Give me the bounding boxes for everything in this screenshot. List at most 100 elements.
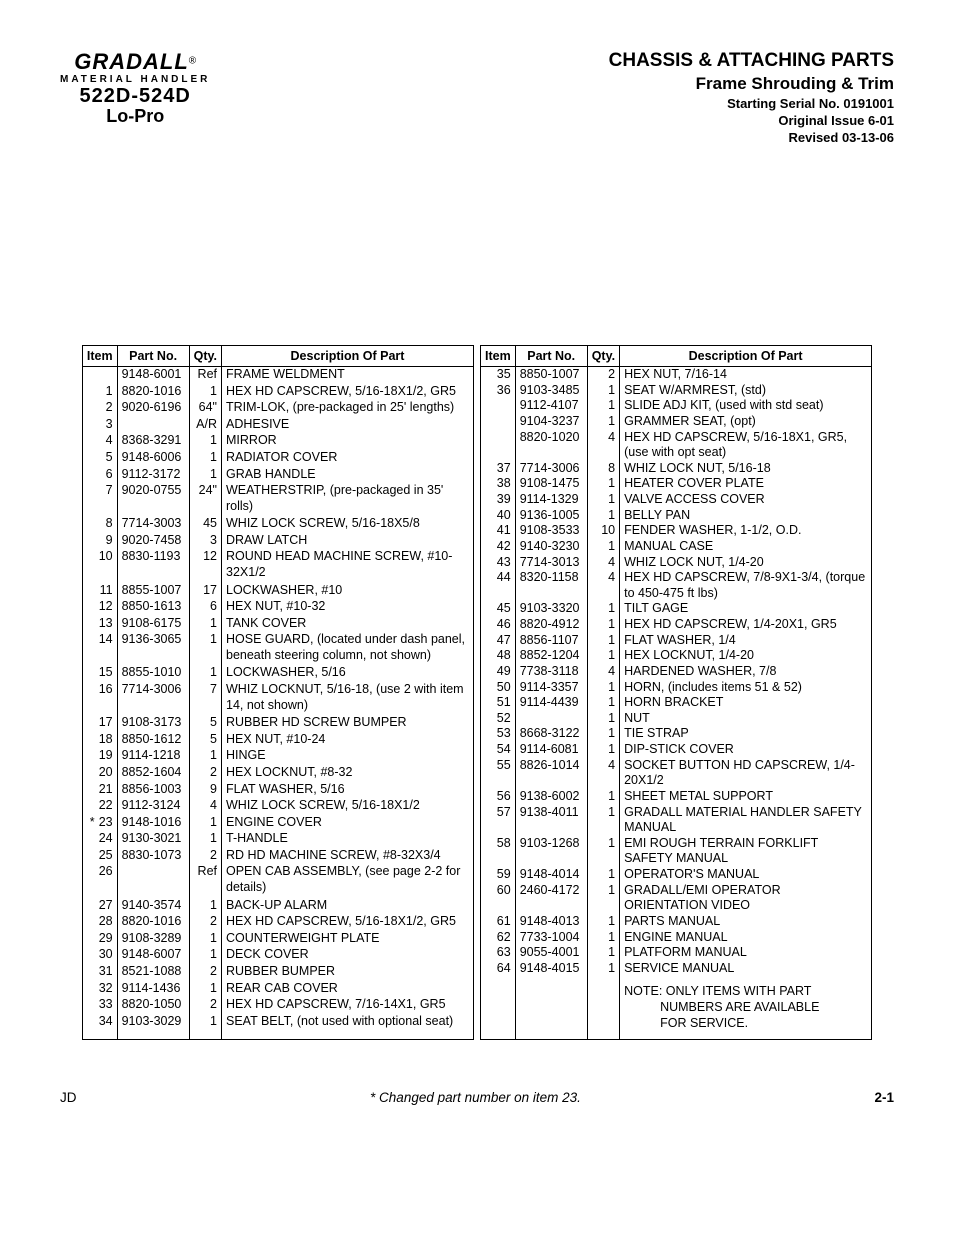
cell-desc: HEX NUT, 7/16-14: [620, 367, 872, 383]
logo-main: GRADALL®: [60, 50, 210, 74]
cell-part: 9148-4014: [515, 867, 587, 883]
cell-desc: HEX HD CAPSCREW, 7/16-14X1, GR5: [222, 997, 474, 1014]
cell-desc: HEX HD CAPSCREW, 7/8-9X1-3/4, (torque to…: [620, 570, 872, 601]
cell-item: *23: [82, 815, 117, 832]
cell-item: 26: [82, 864, 117, 897]
table-row: 409136-10051BELLY PAN: [481, 508, 872, 524]
table-row: 468820-49121HEX HD CAPSCREW, 1/4-20X1, G…: [481, 617, 872, 633]
cell-qty: 1: [587, 930, 619, 946]
cell-part: 9140-3230: [515, 539, 587, 555]
logo-sub1: MATERIAL HANDLER: [60, 74, 210, 85]
cell-qty: 7: [189, 682, 221, 715]
cell-item: [481, 430, 516, 461]
changed-star: *: [90, 815, 95, 831]
cell-desc: WHIZ LOCK NUT, 5/16-18: [620, 461, 872, 477]
cell-qty: 1: [587, 398, 619, 414]
cell-item: 51: [481, 695, 516, 711]
cell-qty: [587, 976, 619, 1000]
footer-left: JD: [60, 1090, 77, 1105]
cell-part: 9103-1268: [515, 836, 587, 867]
cell-item: 9: [82, 533, 117, 550]
cell-part: 2460-4172: [515, 883, 587, 914]
table-row: 589103-12681EMI ROUGH TERRAIN FORKLIFT S…: [481, 836, 872, 867]
table-row: 602460-41721GRADALL/EMI OPERATOR ORIENTA…: [481, 883, 872, 914]
table-row: 627733-10041ENGINE MANUAL: [481, 930, 872, 946]
cell-part: 8852-1204: [515, 648, 587, 664]
cell-desc: SERVICE MANUAL: [620, 961, 872, 977]
cell-part: 9148-4013: [515, 914, 587, 930]
cell-desc: PLATFORM MANUAL: [620, 945, 872, 961]
logo-block: GRADALL® MATERIAL HANDLER 522D-524D Lo-P…: [60, 50, 210, 127]
table-row: 579138-40111GRADALL MATERIAL HANDLER SAF…: [481, 805, 872, 836]
cell-item: 60: [481, 883, 516, 914]
cell-part: 8855-1007: [117, 583, 189, 600]
cell-part: 9130-3021: [117, 831, 189, 848]
cell-desc: COUNTERWEIGHT PLATE: [222, 931, 474, 948]
cell-desc: HEATER COVER PLATE: [620, 476, 872, 492]
cell-qty: 8: [587, 461, 619, 477]
table-row: 99020-74583DRAW LATCH: [82, 533, 473, 550]
table-row: 29020-619664"TRIM-LOK, (pre-packaged in …: [82, 400, 473, 417]
col-qty: Qty.: [189, 346, 221, 367]
cell-part: 8850-1007: [515, 367, 587, 383]
cell-item: 50: [481, 680, 516, 696]
cell-qty: 1: [189, 898, 221, 915]
cell-desc: ROUND HEAD MACHINE SCREW, #10-32X1/2: [222, 549, 474, 582]
table-row: 158855-10101LOCKWASHER, 5/16: [82, 665, 473, 682]
table-row: 208852-16042HEX LOCKNUT, #8-32: [82, 765, 473, 782]
cell-part: 9140-3574: [117, 898, 189, 915]
cell-desc: HOSE GUARD, (located under dash panel, b…: [222, 632, 474, 665]
note-row: NUMBERS ARE AVAILABLE: [481, 1000, 872, 1016]
cell-desc: OPEN CAB ASSEMBLY, (see page 2-2 for det…: [222, 864, 474, 897]
cell-part: [515, 711, 587, 727]
cell-qty: 10: [587, 523, 619, 539]
cell-desc: MANUAL CASE: [620, 539, 872, 555]
cell-part: 9148-6006: [117, 450, 189, 467]
cell-desc: HORN BRACKET: [620, 695, 872, 711]
cell-qty: 1: [587, 836, 619, 867]
cell-item: 10: [82, 549, 117, 582]
table-row: 87714-300345WHIZ LOCK SCREW, 5/16-18X5/8: [82, 516, 473, 533]
table-row: 128850-16136HEX NUT, #10-32: [82, 599, 473, 616]
cell-desc: EMI ROUGH TERRAIN FORKLIFT SAFETY MANUAL: [620, 836, 872, 867]
cell-part: 9148-6001: [117, 367, 189, 384]
revised-line: Revised 03-13-06: [609, 130, 894, 145]
table-row: 108830-119312ROUND HEAD MACHINE SCREW, #…: [82, 549, 473, 582]
cell-part: 9114-6081: [515, 742, 587, 758]
cell-part: [117, 417, 189, 434]
col-desc: Description Of Part: [620, 346, 872, 367]
cell-part: 9020-6196: [117, 400, 189, 417]
cell-desc: DECK COVER: [222, 947, 474, 964]
cell-part: [117, 864, 189, 897]
cell-item: 15: [82, 665, 117, 682]
table-row: 48368-32911MIRROR: [82, 433, 473, 450]
cell-desc: RUBBER HD SCREW BUMPER: [222, 715, 474, 732]
table-row: 218856-10039FLAT WASHER, 5/16: [82, 782, 473, 799]
cell-item: 38: [481, 476, 516, 492]
cell-item: 63: [481, 945, 516, 961]
table-row: 521NUT: [481, 711, 872, 727]
cell-part: 7738-3118: [515, 664, 587, 680]
cell-qty: 1: [587, 383, 619, 399]
cell-item: 28: [82, 914, 117, 931]
cell-qty: 17: [189, 583, 221, 600]
cell-qty: 1: [587, 945, 619, 961]
cell-qty: 1: [587, 601, 619, 617]
cell-qty: 1: [189, 433, 221, 450]
cell-part: 8521-1088: [117, 964, 189, 981]
cell-qty: 64": [189, 400, 221, 417]
cell-qty: 1: [587, 414, 619, 430]
cell-desc: HEX HD CAPSCREW, 1/4-20X1, GR5: [620, 617, 872, 633]
cell-desc: WHIZ LOCK SCREW, 5/16-18X1/2: [222, 798, 474, 815]
cell-part: 9108-1475: [515, 476, 587, 492]
cell-part: 9112-4107: [515, 398, 587, 414]
cell-item: 31: [82, 964, 117, 981]
cell-part: 8856-1107: [515, 633, 587, 649]
table-row: 639055-40011PLATFORM MANUAL: [481, 945, 872, 961]
table-row: 9112-41071SLIDE ADJ KIT, (used with std …: [481, 398, 872, 414]
cell-desc: HEX HD CAPSCREW, 5/16-18X1, GR5, (use wi…: [620, 430, 872, 461]
cell-part: 8820-1016: [117, 384, 189, 401]
cell-qty: 1: [587, 508, 619, 524]
cell-item: [481, 1016, 516, 1040]
note-text: NUMBERS ARE AVAILABLE: [620, 1000, 872, 1016]
